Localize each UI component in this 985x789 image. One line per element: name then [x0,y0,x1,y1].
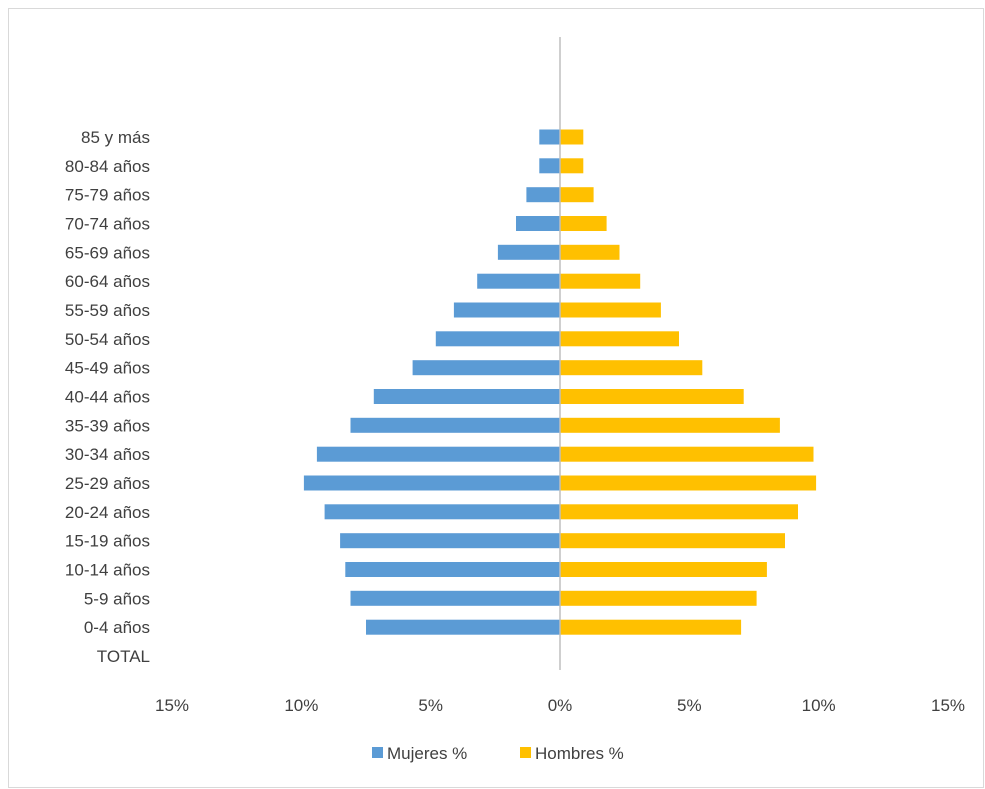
bar-hombres-12 [560,302,661,318]
category-label: 55-59 años [65,301,150,320]
category-label: 25-29 años [65,474,150,493]
x-tick-label: 10% [284,696,318,715]
bars-group [303,129,817,635]
bar-hombres-4 [560,533,785,549]
category-label: 60-64 años [65,272,150,291]
bar-hombres-7 [560,446,814,462]
bar-mujeres-3 [345,562,560,577]
category-label: 5-9 años [84,589,150,608]
category-label: 35-39 años [65,416,150,435]
bar-mujeres-14 [497,244,560,260]
x-tick-label: 15% [931,696,965,715]
x-tick-label: 15% [155,696,189,715]
bar-hombres-8 [560,417,780,433]
category-label: 10-14 años [65,561,150,580]
category-label: 75-79 años [65,186,150,205]
bar-hombres-5 [560,504,798,520]
bar-hombres-3 [560,562,767,577]
bar-mujeres-5 [324,504,560,520]
bar-mujeres-4 [340,533,560,549]
category-label: 20-24 años [65,503,150,522]
x-axis-tick-labels: 15% 10% 5% 0% 5% 10% 15% [155,696,965,715]
bar-hombres-10 [560,360,703,376]
category-label: 50-54 años [65,330,150,349]
bar-hombres-16 [560,187,594,203]
bar-mujeres-12 [453,302,560,318]
category-label: 70-74 años [65,215,150,234]
category-label: 40-44 años [65,388,150,407]
legend-label: Hombres % [535,744,624,763]
bar-mujeres-13 [477,273,560,289]
category-label: 45-49 años [65,359,150,378]
bar-mujeres-2 [350,590,560,606]
bar-hombres-2 [560,590,757,606]
bar-mujeres-1 [366,619,560,635]
x-tick-label: 5% [677,696,702,715]
category-label: 15-19 años [65,532,150,551]
legend: Mujeres % Hombres % [372,744,624,763]
legend-swatch [372,747,383,758]
bar-mujeres-6 [303,475,560,491]
category-labels: TOTAL 0-4 años 5-9 años 10-14 años 15-19 año… [65,128,150,666]
category-label: 85 y más [81,128,150,147]
bar-mujeres-18 [539,129,560,145]
bar-hombres-13 [560,273,641,289]
x-tick-label: 5% [418,696,443,715]
legend-label: Mujeres % [387,744,467,763]
category-label: TOTAL [97,647,150,666]
x-tick-label: 0% [548,696,573,715]
bar-hombres-11 [560,331,679,347]
bar-hombres-6 [560,475,817,491]
bar-mujeres-8 [350,417,560,433]
bar-hombres-15 [560,216,607,231]
bar-hombres-1 [560,619,742,635]
bar-hombres-17 [560,158,584,174]
category-label: 30-34 años [65,445,150,464]
bar-mujeres-9 [373,389,560,404]
category-label: 65-69 años [65,243,150,262]
bar-hombres-14 [560,244,620,260]
category-label: 0-4 años [84,618,150,637]
bar-mujeres-7 [316,446,560,462]
x-tick-label: 10% [802,696,836,715]
bar-hombres-9 [560,389,744,404]
bar-mujeres-15 [516,216,560,231]
bar-mujeres-10 [412,360,560,376]
category-label: 80-84 años [65,157,150,176]
bar-mujeres-11 [435,331,560,347]
legend-swatch [520,747,531,758]
bar-mujeres-17 [539,158,560,174]
bar-mujeres-16 [526,187,560,203]
bar-hombres-18 [560,129,584,145]
